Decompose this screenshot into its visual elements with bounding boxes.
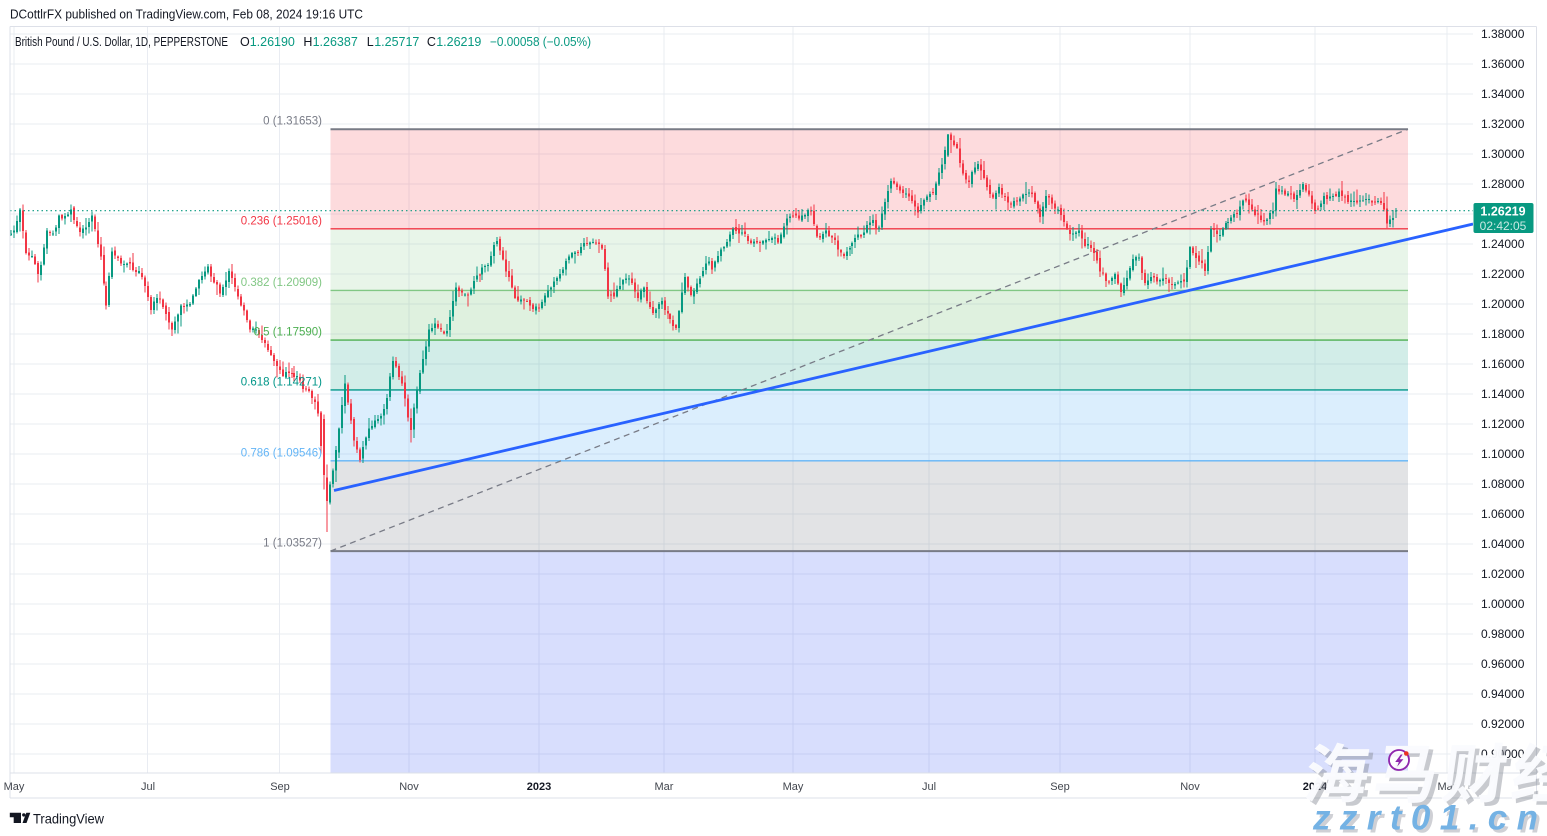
svg-text:0 (1.31653): 0 (1.31653)	[263, 116, 322, 128]
svg-text:0.96000: 0.96000	[1481, 657, 1525, 671]
svg-text:0.382 (1.20909): 0.382 (1.20909)	[241, 277, 322, 289]
svg-text:1.24000: 1.24000	[1481, 237, 1525, 251]
svg-text:L: L	[367, 35, 374, 49]
svg-text:Nov: Nov	[1180, 781, 1200, 793]
svg-text:1.14000: 1.14000	[1481, 387, 1525, 401]
svg-text:Sep: Sep	[270, 781, 290, 793]
svg-text:1.22000: 1.22000	[1481, 267, 1525, 281]
svg-text:1.26387: 1.26387	[313, 35, 358, 49]
svg-text:1.20000: 1.20000	[1481, 297, 1525, 311]
svg-text:1.26219: 1.26219	[436, 35, 481, 49]
svg-text:Jul: Jul	[141, 781, 155, 793]
svg-text:Mar: Mar	[655, 781, 674, 793]
svg-text:1.36000: 1.36000	[1481, 57, 1525, 71]
svg-text:1.34000: 1.34000	[1481, 87, 1525, 101]
svg-text:0.618 (1.14271): 0.618 (1.14271)	[241, 376, 322, 388]
svg-text:O: O	[240, 35, 250, 49]
svg-text:02:42:05: 02:42:05	[1480, 219, 1527, 233]
svg-text:0.786 (1.09546): 0.786 (1.09546)	[241, 447, 322, 459]
svg-text:1.26190: 1.26190	[250, 35, 295, 49]
svg-text:1.25717: 1.25717	[374, 35, 419, 49]
svg-text:1.16000: 1.16000	[1481, 357, 1525, 371]
svg-text:1.30000: 1.30000	[1481, 147, 1525, 161]
svg-text:0.236 (1.25016): 0.236 (1.25016)	[241, 215, 322, 227]
svg-text:1.08000: 1.08000	[1481, 477, 1525, 491]
svg-text:C: C	[427, 35, 436, 49]
svg-text:British Pound / U.S. Dollar, 1: British Pound / U.S. Dollar, 1D, PEPPERS…	[15, 35, 228, 49]
svg-text:1.12000: 1.12000	[1481, 417, 1525, 431]
svg-text:1.00000: 1.00000	[1481, 597, 1525, 611]
svg-text:1.18000: 1.18000	[1481, 327, 1525, 341]
svg-text:1.38000: 1.38000	[1481, 27, 1525, 41]
svg-text:Nov: Nov	[399, 781, 419, 793]
svg-text:May: May	[783, 781, 804, 793]
svg-text:1.26219: 1.26219	[1480, 205, 1525, 219]
svg-text:1.06000: 1.06000	[1481, 507, 1525, 521]
svg-text:1.32000: 1.32000	[1481, 117, 1525, 131]
svg-text:Jul: Jul	[922, 781, 936, 793]
svg-text:H: H	[303, 35, 312, 49]
svg-text:zzrt01.cn: zzrt01.cn	[1315, 802, 1547, 836]
svg-text:0.98000: 0.98000	[1481, 627, 1525, 641]
svg-text:0.92000: 0.92000	[1481, 717, 1525, 731]
svg-text:1.10000: 1.10000	[1481, 447, 1525, 461]
svg-text:1.28000: 1.28000	[1481, 177, 1525, 191]
svg-text:1 (1.03527): 1 (1.03527)	[263, 538, 322, 550]
svg-text:1.02000: 1.02000	[1481, 567, 1525, 581]
svg-text:−0.00058 (−0.05%): −0.00058 (−0.05%)	[490, 35, 591, 49]
svg-text:zzrt01.cn: zzrt01.cn	[1312, 799, 1547, 836]
svg-text:0.5 (1.17590): 0.5 (1.17590)	[254, 327, 323, 339]
svg-text:2023: 2023	[527, 781, 551, 793]
svg-text:1.04000: 1.04000	[1481, 537, 1525, 551]
svg-text:Sep: Sep	[1050, 781, 1070, 793]
svg-text:May: May	[4, 781, 25, 793]
svg-text:DCottlrFX published on Trading: DCottlrFX published on TradingView.com, …	[10, 7, 363, 22]
svg-text:0.94000: 0.94000	[1481, 687, 1525, 701]
svg-text:TradingView: TradingView	[33, 811, 105, 827]
